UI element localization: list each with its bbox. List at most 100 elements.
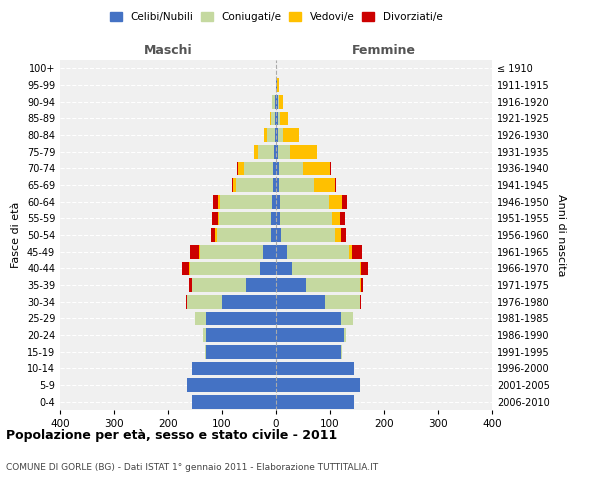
Bar xyxy=(203,328,206,342)
Bar xyxy=(276,395,354,408)
Bar xyxy=(264,128,267,142)
Bar xyxy=(277,78,278,92)
Bar xyxy=(276,95,278,108)
Bar xyxy=(276,295,325,308)
Bar xyxy=(280,195,329,208)
Bar xyxy=(361,262,368,275)
Bar xyxy=(276,145,278,158)
Text: COMUNE DI GORLE (BG) - Dati ISTAT 1° gennaio 2011 - Elaborazione TUTTITALIA.IT: COMUNE DI GORLE (BG) - Dati ISTAT 1° gen… xyxy=(6,464,378,472)
Bar xyxy=(190,262,260,275)
Bar xyxy=(218,195,220,208)
Bar xyxy=(272,95,275,108)
Bar xyxy=(280,112,289,125)
Bar xyxy=(220,195,272,208)
Bar xyxy=(238,162,244,175)
Bar xyxy=(341,345,342,358)
Bar xyxy=(222,295,276,308)
Bar xyxy=(244,162,274,175)
Bar xyxy=(215,228,217,242)
Bar xyxy=(276,162,278,175)
Bar xyxy=(276,278,306,292)
Bar xyxy=(267,128,275,142)
Bar xyxy=(276,112,278,125)
Bar xyxy=(254,145,258,158)
Bar xyxy=(271,212,276,225)
Bar xyxy=(276,78,277,92)
Bar xyxy=(260,262,276,275)
Bar xyxy=(276,178,278,192)
Bar xyxy=(276,128,278,142)
Bar xyxy=(360,278,361,292)
Bar xyxy=(280,212,332,225)
Bar xyxy=(276,195,280,208)
Bar xyxy=(206,328,276,342)
Bar xyxy=(276,328,343,342)
Bar xyxy=(276,245,287,258)
Text: Femmine: Femmine xyxy=(352,44,416,57)
Bar xyxy=(306,278,360,292)
Bar xyxy=(233,178,235,192)
Bar xyxy=(214,195,218,208)
Bar xyxy=(340,212,345,225)
Bar xyxy=(278,145,290,158)
Bar xyxy=(349,245,352,258)
Bar xyxy=(200,245,263,258)
Bar xyxy=(247,278,276,292)
Bar xyxy=(325,295,360,308)
Bar xyxy=(335,178,337,192)
Bar xyxy=(199,245,200,258)
Bar xyxy=(341,228,346,242)
Bar xyxy=(314,178,335,192)
Bar xyxy=(182,262,188,275)
Bar xyxy=(269,112,271,125)
Bar xyxy=(283,128,299,142)
Bar xyxy=(211,228,215,242)
Bar xyxy=(278,112,280,125)
Bar xyxy=(271,228,276,242)
Bar xyxy=(275,95,276,108)
Bar xyxy=(290,145,317,158)
Bar xyxy=(206,312,276,325)
Bar xyxy=(274,145,276,158)
Bar xyxy=(343,328,346,342)
Bar xyxy=(217,228,271,242)
Bar xyxy=(220,212,271,225)
Bar xyxy=(188,262,190,275)
Bar xyxy=(360,295,361,308)
Bar xyxy=(272,195,276,208)
Bar xyxy=(335,228,341,242)
Bar xyxy=(360,262,361,275)
Bar xyxy=(258,145,274,158)
Bar xyxy=(193,278,247,292)
Bar xyxy=(332,212,340,225)
Bar xyxy=(276,362,354,375)
Bar xyxy=(292,262,360,275)
Bar xyxy=(237,162,238,175)
Bar xyxy=(276,378,360,392)
Bar xyxy=(276,345,341,358)
Bar xyxy=(276,228,281,242)
Bar xyxy=(343,195,347,208)
Bar xyxy=(278,162,303,175)
Bar xyxy=(274,162,276,175)
Text: Popolazione per età, sesso e stato civile - 2011: Popolazione per età, sesso e stato civil… xyxy=(6,430,337,442)
Y-axis label: Anni di nascita: Anni di nascita xyxy=(556,194,566,276)
Bar xyxy=(287,245,349,258)
Bar xyxy=(193,362,276,375)
Bar xyxy=(186,295,187,308)
Bar xyxy=(193,395,276,408)
Bar xyxy=(232,178,233,192)
Bar xyxy=(275,112,276,125)
Bar xyxy=(263,245,276,258)
Bar xyxy=(187,378,276,392)
Bar xyxy=(276,312,341,325)
Bar xyxy=(212,212,218,225)
Bar xyxy=(276,262,292,275)
Bar xyxy=(329,195,343,208)
Bar xyxy=(275,128,276,142)
Bar xyxy=(361,278,364,292)
Bar xyxy=(330,162,331,175)
Bar xyxy=(206,345,276,358)
Y-axis label: Fasce di età: Fasce di età xyxy=(11,202,21,268)
Bar xyxy=(276,212,280,225)
